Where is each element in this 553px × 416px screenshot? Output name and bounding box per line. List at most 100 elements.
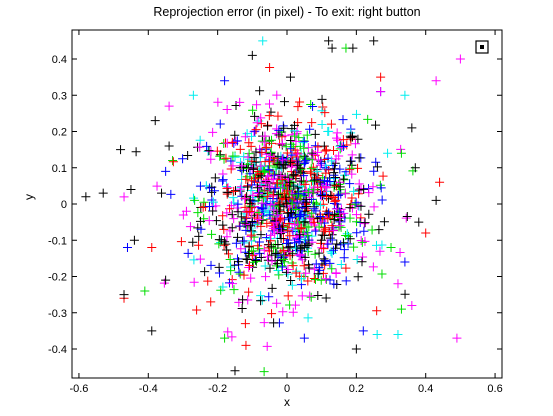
data-point [347, 169, 357, 179]
data-point [342, 229, 352, 239]
data-point [288, 307, 298, 317]
y-tick: -0.2 [48, 272, 502, 284]
data-point [363, 114, 373, 124]
box-dot-icon[interactable] [475, 40, 489, 54]
data-point [273, 160, 283, 170]
data-point [283, 264, 293, 274]
data-point [257, 148, 267, 158]
data-point [312, 167, 322, 177]
x-tick-label: 0.4 [418, 383, 433, 395]
data-point [264, 156, 274, 166]
data-point [266, 242, 276, 252]
data-point [431, 76, 441, 86]
data-point [313, 291, 323, 301]
data-point [345, 234, 355, 244]
data-point [308, 162, 318, 172]
data-point [204, 216, 214, 226]
data-point [358, 252, 368, 262]
data-point [273, 190, 283, 200]
data-point [347, 193, 357, 203]
data-point [272, 178, 282, 188]
data-point [289, 169, 299, 179]
data-point [260, 131, 270, 141]
data-point [282, 148, 292, 158]
data-point [221, 153, 231, 163]
data-point [291, 136, 301, 146]
markers-layer [81, 36, 465, 377]
data-point [313, 155, 323, 165]
data-point [324, 126, 334, 136]
data-point [285, 177, 295, 187]
data-point [306, 168, 316, 178]
data-point [286, 208, 296, 218]
data-point [291, 242, 301, 252]
data-point [287, 280, 297, 290]
data-point [260, 261, 270, 271]
data-point [305, 291, 315, 301]
data-point [330, 210, 340, 220]
data-point [324, 36, 334, 46]
data-point [246, 230, 256, 240]
y-tick: 0.1 [52, 163, 502, 175]
data-point [303, 313, 313, 323]
y-axis-label: y [22, 194, 36, 200]
data-point [237, 304, 247, 314]
data-point [228, 161, 238, 171]
data-point [310, 249, 320, 259]
data-point [311, 173, 321, 183]
data-point [295, 230, 305, 240]
data-point [204, 146, 214, 156]
data-point [332, 128, 342, 138]
data-point [335, 182, 345, 192]
y-tick-label: -0.4 [48, 344, 67, 356]
data-point [325, 258, 335, 268]
data-point [296, 251, 306, 261]
data-point [168, 157, 178, 167]
data-point [345, 131, 355, 141]
data-point [283, 226, 293, 236]
data-point [321, 224, 331, 234]
data-point [232, 136, 242, 146]
data-point [248, 105, 258, 115]
data-point [353, 272, 363, 282]
data-point [161, 166, 171, 176]
data-point [161, 275, 171, 285]
data-point [256, 171, 266, 181]
data-point [192, 305, 202, 315]
data-point [230, 366, 240, 376]
data-point [349, 186, 359, 196]
data-point [315, 212, 325, 222]
data-point [310, 141, 320, 151]
data-point [338, 115, 348, 125]
data-point [243, 182, 253, 192]
data-point [356, 235, 366, 245]
data-point [287, 156, 297, 166]
data-point [348, 43, 358, 53]
data-point [407, 301, 417, 310]
data-point [357, 237, 367, 247]
data-point [265, 99, 275, 109]
data-point [266, 230, 276, 240]
data-point [241, 174, 251, 184]
x-tick-label: 0 [284, 383, 290, 395]
data-point [335, 164, 345, 174]
data-point [204, 202, 214, 212]
data-point [250, 126, 260, 136]
data-point [324, 208, 334, 218]
data-point [331, 154, 341, 164]
data-point [300, 252, 310, 262]
data-point [185, 222, 195, 232]
data-point [317, 94, 327, 104]
data-point [306, 100, 316, 110]
data-point [326, 119, 336, 129]
data-point [240, 218, 250, 228]
data-point [291, 268, 301, 278]
data-point [299, 333, 309, 343]
data-point [278, 307, 288, 317]
data-point [239, 270, 249, 280]
data-point [214, 262, 224, 272]
data-point [400, 257, 410, 267]
data-point [393, 330, 403, 339]
